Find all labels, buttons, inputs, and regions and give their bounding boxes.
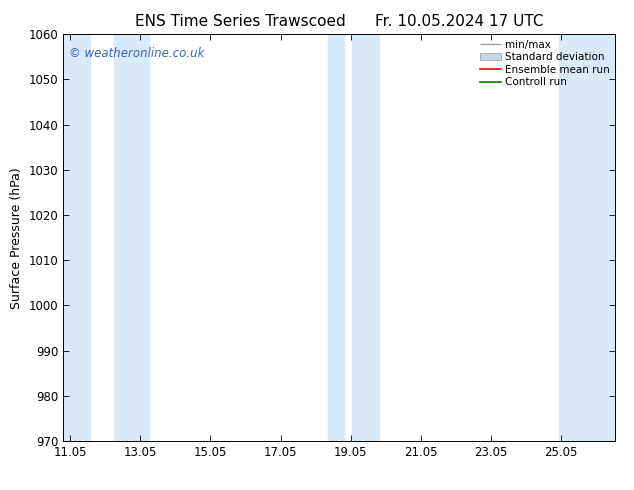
Bar: [353, 34, 378, 441]
Title: ENS Time Series Trawscoed      Fr. 10.05.2024 17 UTC: ENS Time Series Trawscoed Fr. 10.05.2024…: [135, 14, 543, 29]
Bar: [63, 34, 89, 441]
Bar: [559, 34, 615, 441]
Text: © weatheronline.co.uk: © weatheronline.co.uk: [69, 47, 204, 59]
Legend: min/max, Standard deviation, Ensemble mean run, Controll run: min/max, Standard deviation, Ensemble me…: [477, 36, 613, 91]
Bar: [114, 34, 149, 441]
Y-axis label: Surface Pressure (hPa): Surface Pressure (hPa): [10, 167, 23, 309]
Bar: [328, 34, 344, 441]
